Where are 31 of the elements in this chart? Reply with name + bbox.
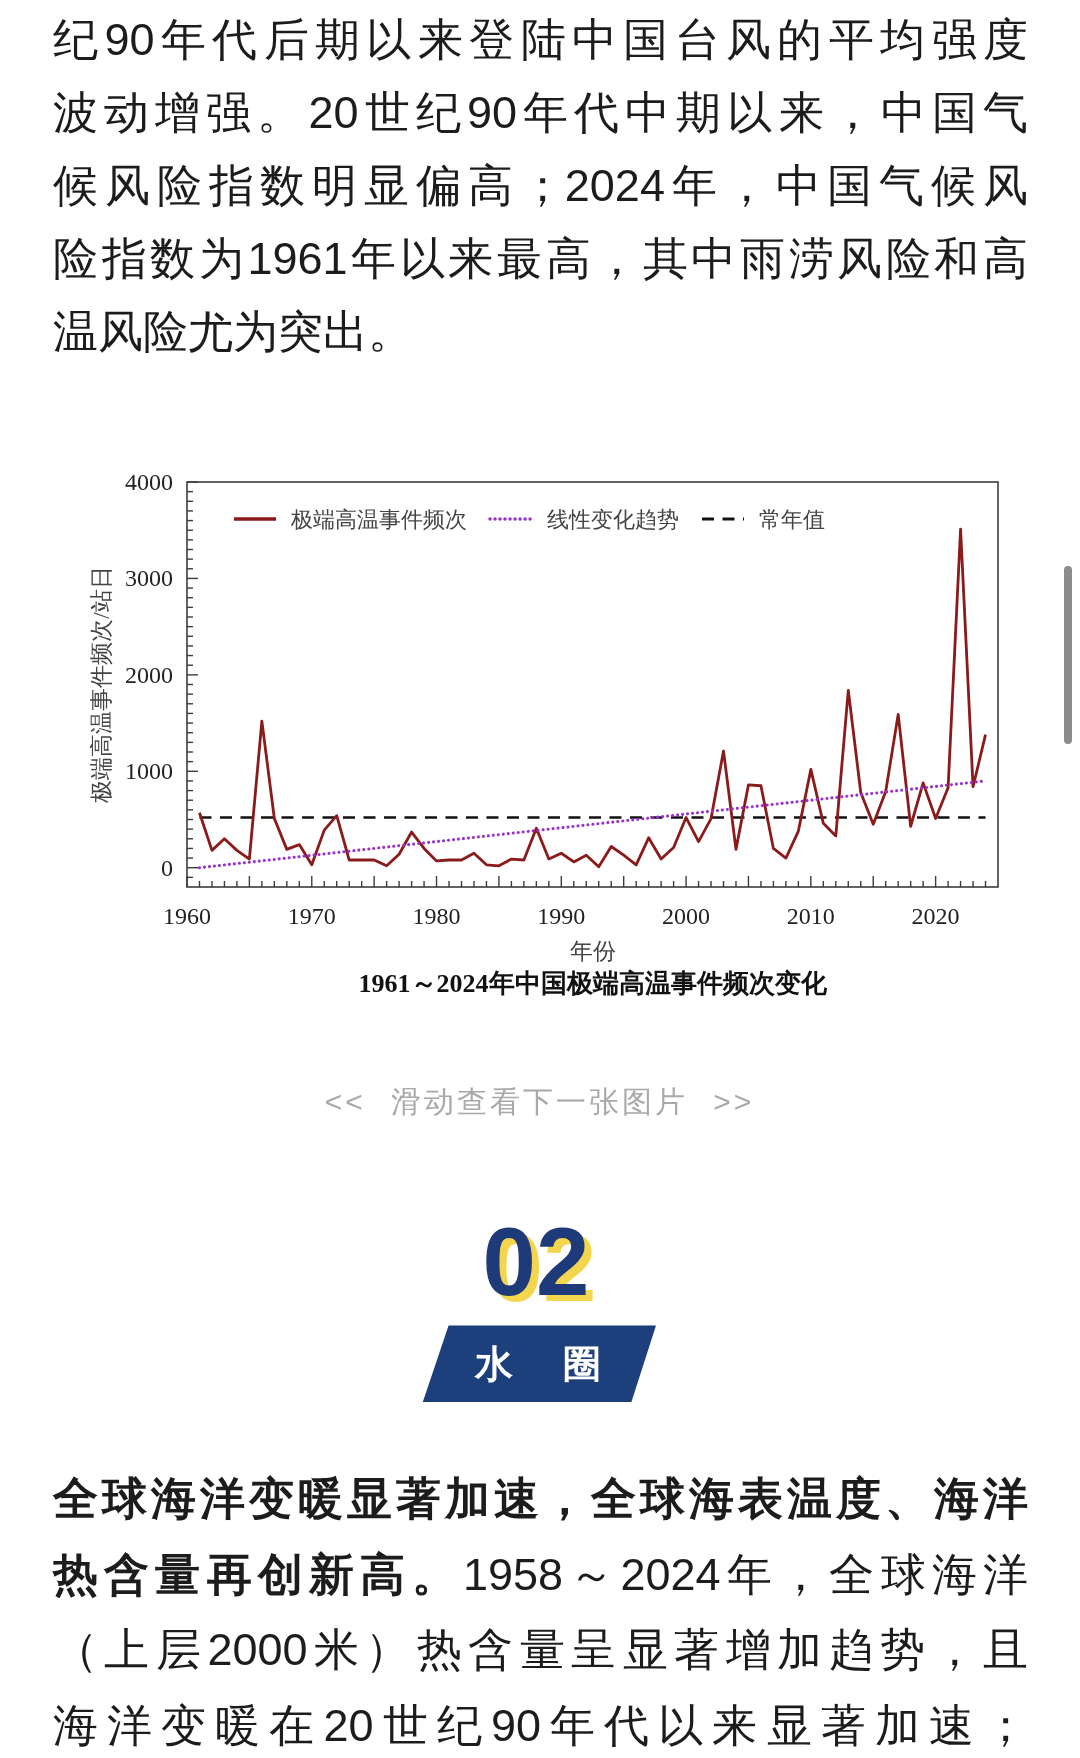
ylabel: 极端高温事件频次/站日 [88, 566, 114, 803]
annotation: 全球海洋变暖显著加速，全球海表温度、海洋 [53, 1473, 1028, 1524]
ytick-label: 0 [161, 854, 173, 881]
annotation: 海洋变暖在20世纪90年代以来显著加速； [53, 1699, 1028, 1751]
annotation: 1958～2024年，全球海洋 [462, 1548, 1028, 1600]
ytick-label: 2000 [125, 661, 173, 688]
xtick-label: 2010 [786, 903, 835, 929]
ytick-label: 3000 [125, 565, 173, 592]
xtick-label: 2020 [911, 903, 960, 929]
annotation: （上层2000米）热含量呈显著增加趋势，且 [53, 1624, 1028, 1675]
annotation: << 滑动查看下一张图片 >> [323, 1087, 755, 1117]
annotation: 热含量再创新高。 [53, 1548, 463, 1600]
annotation: 温风险尤为突出。 [53, 306, 413, 357]
xtick-label: 2000 [662, 903, 711, 929]
ytick-label: 4000 [125, 469, 173, 495]
ytick-label: 1000 [125, 758, 173, 785]
legend-label: 极端高温事件频次 [291, 506, 467, 532]
annotation: 水 圈 [473, 1345, 618, 1383]
legend-label: 常年值 [759, 506, 825, 532]
annotation: 候风险指数明显偏高；2024年，中国气候风 [53, 160, 1028, 211]
xtick-label: 1990 [537, 903, 586, 929]
xtick-label: 1980 [412, 903, 461, 929]
annotation: 纪90年代后期以来登陆中国台风的平均强度 [53, 14, 1028, 65]
annotation: 波动增强。20世纪90年代中期以来，中国气 [53, 87, 1028, 138]
legend-label: 线性变化趋势 [547, 506, 679, 532]
xlabel: 年份 [569, 938, 616, 964]
xtick-label: 1960 [163, 903, 211, 929]
xtick-label: 1970 [287, 903, 336, 929]
annotation: 险指数为1961年以来最高，其中雨涝风险和高 [53, 233, 1028, 284]
title: 1961～2024年中国极端高温事件频次变化 [358, 968, 827, 998]
annotation: 02 [482, 1214, 590, 1310]
